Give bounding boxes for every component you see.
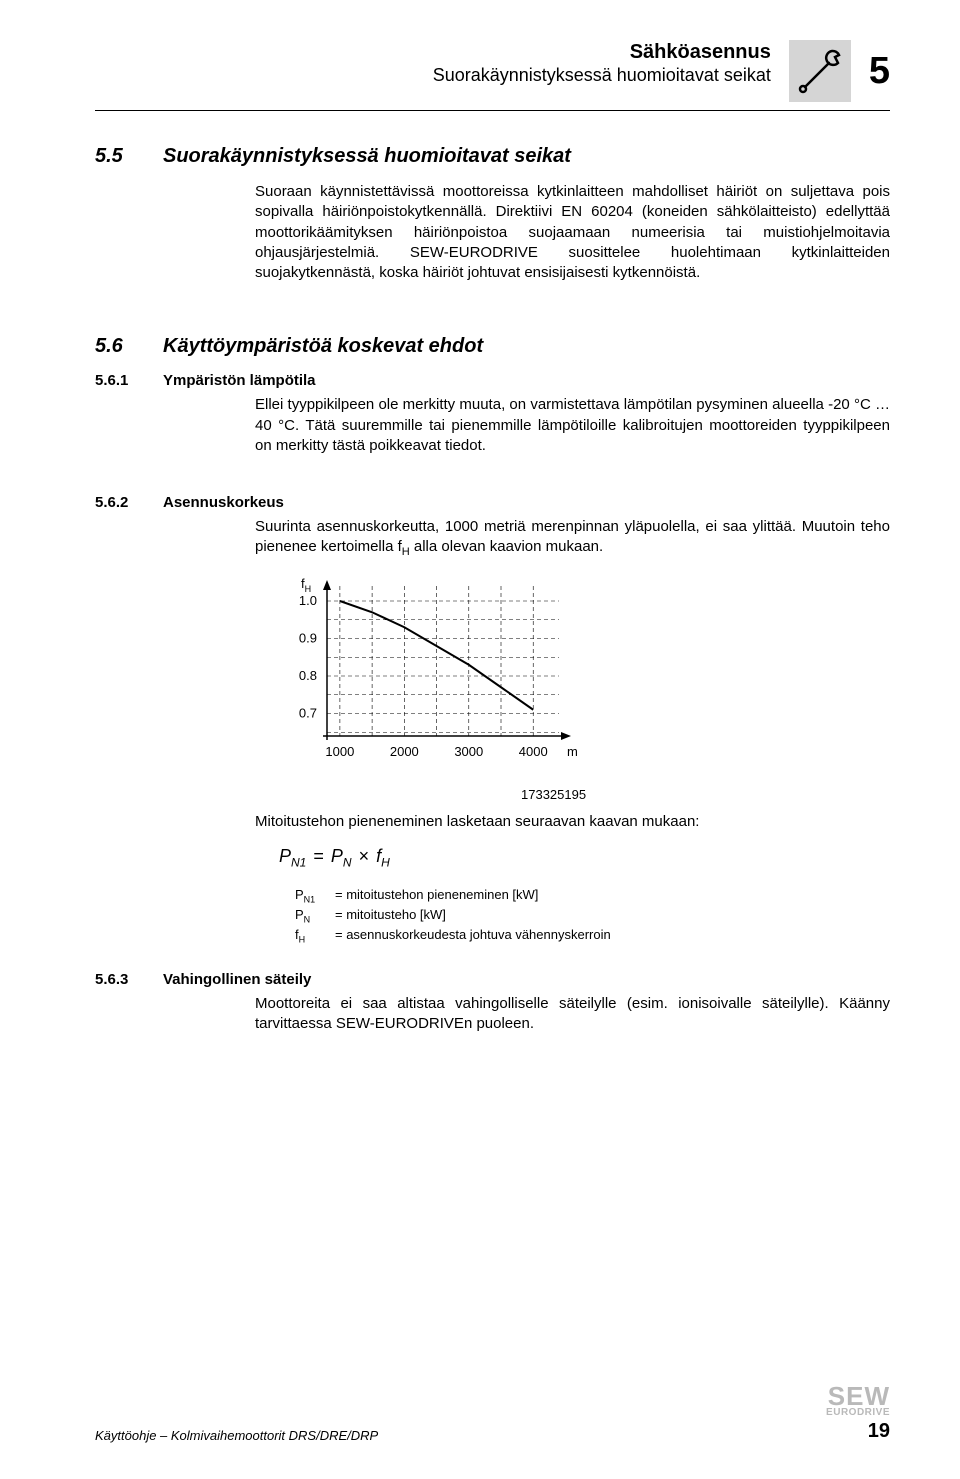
section-5-6-3-para: Moottoreita ei saa altistaa vahingollise… [255,994,890,1035]
section-5-6-2-heading: 5.6.2 Asennuskorkeus [95,494,890,511]
subsection-title: Ympäristön lämpötila [163,372,316,389]
svg-text:0.7: 0.7 [299,706,317,721]
chapter-number: 5 [869,50,890,93]
formula-s1: N1 [291,856,306,870]
variable-def-row: PN1= mitoitustehon pieneneminen [kW] [295,886,890,906]
svg-text:4000: 4000 [519,744,548,759]
section-5-5-para: Suoraan käynnistettävissä moottoreissa k… [255,182,890,283]
variable-symbol: PN [295,906,335,926]
section-5-5-heading: 5.5 Suorakäynnistyksessä huomioitavat se… [95,145,890,168]
section-5-6-1-para: Ellei tyyppikilpeen ole merkitty muuta, … [255,395,890,456]
altitude-derating-chart: 1.0 0.9 0.8 0.7 1000 2000 3000 4000 m fH [279,574,890,779]
section-title: Suorakäynnistyksessä huomioitavat seikat [163,145,571,168]
para-sub: H [402,546,410,558]
variable-def-row: fH= asennuskorkeudesta johtuva vähennysk… [295,926,890,946]
variable-description: = asennuskorkeudesta johtuva vähennysker… [335,926,611,946]
svg-text:2000: 2000 [390,744,419,759]
formula-eq: = [313,846,324,866]
variable-symbol: PN1 [295,886,335,906]
doc-subtitle: Suorakäynnistyksessä huomioitavat seikat [95,64,771,87]
subsection-number: 5.6.2 [95,494,163,511]
svg-text:1000: 1000 [325,744,354,759]
svg-text:fH: fH [301,576,311,594]
section-title: Käyttöympäristöä koskevat ehdot [163,335,483,358]
section-5-6-1-heading: 5.6.1 Ympäristön lämpötila [95,372,890,389]
formula-p1: P [279,846,291,866]
variable-symbol: fH [295,926,335,946]
section-number: 5.6 [95,335,163,358]
section-5-6-2-para: Suurinta asennuskorkeutta, 1000 metriä m… [255,517,890,560]
page-footer: SEW EURODRIVE Käyttöohje – Kolmivaihemoo… [95,1385,890,1443]
footer-page-number: 19 [868,1420,890,1443]
variable-description: = mitoitustehon pieneneminen [kW] [335,886,538,906]
svg-text:3000: 3000 [454,744,483,759]
svg-text:0.9: 0.9 [299,631,317,646]
variable-description: = mitoitusteho [kW] [335,906,446,926]
sew-eurodrive-logo: SEW EURODRIVE [95,1385,890,1418]
section-5-6-3-heading: 5.6.3 Vahingollinen säteily [95,971,890,988]
subsection-number: 5.6.1 [95,372,163,389]
section-number: 5.5 [95,145,163,168]
formula-s3: H [381,856,390,870]
variable-definitions: PN1= mitoitustehon pieneneminen [kW]PN= … [295,886,890,947]
section-5-6-2-para2: Mitoitustehon pieneneminen lasketaan seu… [255,812,890,832]
svg-text:0.8: 0.8 [299,668,317,683]
subsection-number: 5.6.3 [95,971,163,988]
footer-doc-title: Käyttöohje – Kolmivaihemoottorit DRS/DRE… [95,1428,378,1443]
subsection-title: Asennuskorkeus [163,494,284,511]
page-header: Sähköasennus Suorakäynnistyksessä huomio… [95,40,890,102]
formula-mul: × [359,846,370,866]
formula-p2: P [331,846,343,866]
formula-s2: N [343,856,352,870]
para-text-2: alla olevan kaavion mukaan. [410,538,603,555]
svg-text:m: m [567,744,578,759]
variable-def-row: PN= mitoitusteho [kW] [295,906,890,926]
svg-text:1.0: 1.0 [299,593,317,608]
header-rule [95,110,890,111]
header-titles: Sähköasennus Suorakäynnistyksessä huomio… [95,40,771,87]
subsection-title: Vahingollinen säteily [163,971,311,988]
wrench-icon [789,40,851,102]
derating-formula: PN1 = PN × fH [279,846,890,870]
chart-id-number: 173325195 [521,787,890,802]
doc-title: Sähköasennus [95,40,771,64]
section-5-6-heading: 5.6 Käyttöympäristöä koskevat ehdot [95,335,890,358]
